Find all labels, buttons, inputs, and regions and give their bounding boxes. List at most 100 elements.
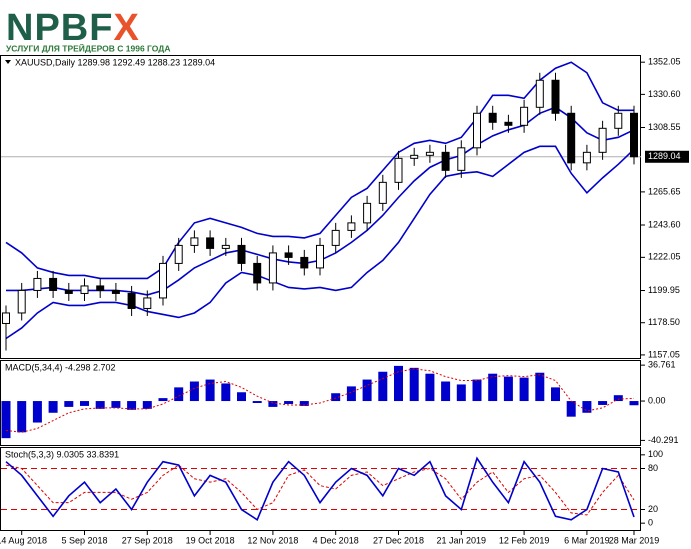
candle-body <box>64 289 73 294</box>
macd-bar <box>629 401 639 406</box>
macd-bar <box>472 379 482 402</box>
macd-bar <box>598 401 608 405</box>
main-frame <box>0 55 641 359</box>
y-tick-label: 1157.05 <box>648 349 680 359</box>
y-tick-label: 1308.55 <box>648 122 681 132</box>
stoch-frame <box>0 447 641 531</box>
candle-body <box>33 277 42 291</box>
candle-body <box>331 229 340 246</box>
macd-bar <box>394 365 403 402</box>
macd-bar <box>221 383 231 402</box>
y-tick-label: 0 <box>648 518 653 528</box>
y-tick-label: 1265.65 <box>648 186 681 196</box>
candle-body <box>111 289 120 294</box>
symbol-arrow <box>5 60 11 64</box>
candle-body <box>425 151 434 156</box>
y-tick-label: -40.291 <box>648 435 679 445</box>
y-tick-label: 20 <box>648 504 658 514</box>
stoch-title: Stoch(5,3,3) 9.0305 33.8391 <box>5 449 119 459</box>
macd-bar <box>425 373 435 402</box>
macd-bar <box>64 401 74 407</box>
y-tick-label: 100 <box>648 449 663 459</box>
x-tick-label: 28 Mar 2019 <box>609 535 660 545</box>
macd-bar <box>1 401 11 439</box>
macd-bar <box>331 393 341 402</box>
candle-body <box>206 237 215 249</box>
macd-bar <box>142 401 152 409</box>
x-tick-label: 4 Dec 2018 <box>313 535 359 545</box>
y-tick-label: 1178.50 <box>648 317 680 327</box>
candle-body <box>49 277 58 291</box>
candle-body <box>300 256 309 269</box>
y-tick-label: 1222.05 <box>648 252 681 262</box>
macd-frame <box>0 360 641 446</box>
macd-bar <box>237 392 246 402</box>
candle-body <box>253 262 262 284</box>
macd-bar <box>409 367 419 402</box>
y-tick-label: 1330.60 <box>648 89 681 99</box>
logo-accent: X <box>113 7 139 49</box>
stoch-main <box>5 456 635 521</box>
candle-body <box>143 297 152 309</box>
candle-body <box>316 244 324 269</box>
macd-bar <box>111 401 121 408</box>
macd-bar <box>284 401 294 404</box>
macd-bar <box>551 387 560 402</box>
macd-bar <box>503 376 513 402</box>
x-tick-label: 14 Aug 2018 <box>0 535 47 545</box>
macd-bar <box>95 401 105 409</box>
band-lower <box>5 145 635 340</box>
candle-body <box>504 121 513 126</box>
candle-body <box>159 262 167 299</box>
candle-body <box>268 252 277 284</box>
macd-bar <box>346 386 356 402</box>
candle-body <box>174 244 183 264</box>
logo-tagline: УСЛУГИ ДЛЯ ТРЕЙДЕРОВ С 1996 ГОДА <box>6 42 170 53</box>
candle-body <box>347 222 356 231</box>
candle-body <box>457 147 466 171</box>
macd-bar <box>48 401 58 413</box>
candle-body <box>2 312 10 324</box>
candle-body <box>473 112 481 149</box>
candle-body <box>96 285 105 291</box>
macd-bar <box>252 401 262 403</box>
candle-body <box>394 157 403 183</box>
x-tick-label: 27 Sep 2018 <box>122 535 173 545</box>
y-tick-label: 80 <box>648 463 658 473</box>
macd-bar <box>362 379 372 402</box>
macd-title: MACD(5,34,4) -4.298 2.702 <box>5 362 116 372</box>
x-tick-label: 21 Jan 2019 <box>437 535 487 545</box>
candle-body <box>488 112 497 123</box>
macd-bar <box>488 373 498 402</box>
y-tick-label: 1352.05 <box>648 57 681 67</box>
candle-body <box>17 289 26 314</box>
macd-bar <box>174 387 184 402</box>
candle-body <box>630 112 638 158</box>
logo: NPBFX <box>6 7 140 49</box>
macd-bar <box>189 381 199 402</box>
y-tick-label: 1199.95 <box>648 285 680 295</box>
macd-bar <box>378 371 388 402</box>
current-price-label: 1289.04 <box>648 151 681 161</box>
x-tick-label: 27 Dec 2018 <box>373 535 424 545</box>
macd-bar <box>205 379 215 402</box>
macd-bar <box>566 401 576 417</box>
candle-body <box>190 237 199 246</box>
macd-bar <box>17 401 27 433</box>
macd-bar <box>535 372 545 402</box>
candle-body <box>567 112 576 164</box>
macd-bar <box>158 398 168 402</box>
macd-bar <box>613 395 623 402</box>
x-tick-label: 19 Oct 2018 <box>186 535 235 545</box>
macd-bar <box>80 401 89 406</box>
macd-bar <box>456 384 466 402</box>
candle-body <box>598 127 607 153</box>
x-tick-label: 5 Sep 2018 <box>61 535 107 545</box>
macd-bar <box>127 401 137 410</box>
macd-bar <box>582 401 592 413</box>
candle-body <box>284 252 293 258</box>
candle-body <box>441 151 450 171</box>
candle-body <box>221 244 230 249</box>
macd-bar <box>32 401 42 423</box>
